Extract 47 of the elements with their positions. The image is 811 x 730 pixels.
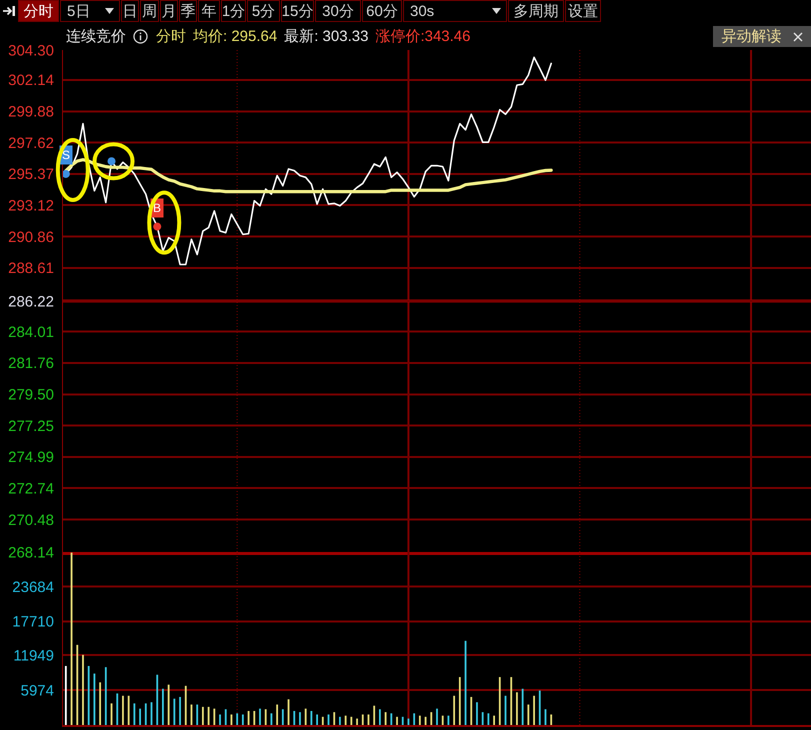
y-tick-label: 17710 (12, 614, 54, 631)
y-tick-label: 284.01 (8, 324, 54, 341)
y-tick-label: 286.22 (8, 293, 54, 310)
y-tick-label: 274.99 (8, 449, 54, 466)
toolbar-button: 设置 (565, 0, 601, 22)
toolbar-button: 月 (160, 0, 178, 22)
y-tick-label: 281.76 (8, 355, 54, 372)
toolbar-button: 1分 (221, 0, 246, 22)
y-tick-label: 304.30 (8, 42, 54, 60)
button: 异动解读 (713, 26, 811, 47)
point (62, 170, 70, 178)
toolbar-button: 5分 (247, 0, 280, 22)
text: 涨停价:343.46 (375, 27, 470, 46)
toolbar-button: 30s (403, 0, 507, 22)
y-tick-label: 268.14 (8, 544, 54, 562)
toolbar-button: 15分 (281, 0, 314, 22)
y-tick-label: 295.37 (8, 166, 54, 184)
y-tick-label: 288.61 (8, 260, 54, 278)
point (108, 157, 116, 166)
toolbar-button: 30分 (315, 0, 361, 22)
point (153, 222, 162, 231)
y-tick-label: 5974 (20, 682, 54, 700)
y-tick-label: 290.86 (8, 228, 54, 246)
toolbar-button: 多周期 (508, 0, 564, 22)
y-tick-label: 23684 (12, 578, 54, 596)
text: 均价: 295.64 (193, 27, 278, 46)
y-tick-label: 279.50 (8, 386, 54, 404)
text: 最新: 303.33 (284, 27, 368, 46)
y-tick-label: 272.74 (8, 480, 54, 498)
y-tick-label: 299.88 (8, 104, 54, 121)
y-tick-label: 293.12 (8, 197, 54, 214)
toolbar-button: 年 (198, 0, 220, 22)
series-label: S (62, 148, 70, 162)
toolbar-button: 周 (140, 0, 159, 22)
y-tick-label: 11949 (13, 647, 54, 664)
text: 连续竞价 (66, 27, 126, 46)
text: 分时 (156, 27, 186, 46)
y-tick-label: 277.25 (8, 418, 54, 435)
toolbar-button: 日 (121, 0, 139, 22)
toolbar-button: 季 (179, 0, 197, 22)
series-label: B (153, 201, 162, 215)
y-tick-label: 297.62 (8, 134, 54, 152)
y-tick-label: 302.14 (8, 72, 54, 90)
toolbar-button: 60分 (362, 0, 402, 22)
toolbar-button: 分时 (18, 0, 59, 22)
toolbar-button: 5日 (60, 0, 120, 22)
y-tick-label: 270.48 (8, 512, 54, 529)
